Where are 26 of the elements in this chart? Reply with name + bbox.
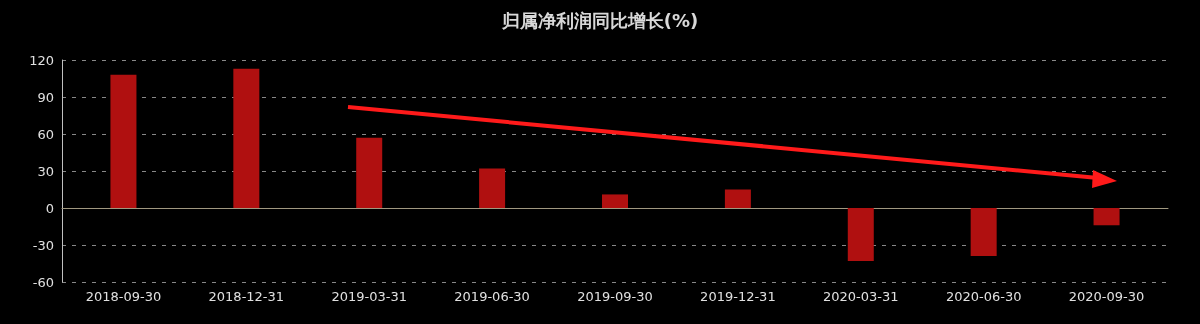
y-tick-label: -60 <box>32 274 54 290</box>
y-tick-label: 90 <box>37 89 54 105</box>
y-tick-label: 0 <box>45 200 54 216</box>
x-tick-label: 2018-12-31 <box>208 289 285 304</box>
bar <box>724 189 751 208</box>
y-tick-label: 60 <box>37 126 54 142</box>
bar <box>356 137 383 208</box>
x-tick-label: 2020-09-30 <box>1068 289 1145 304</box>
x-tick-label: 2019-09-30 <box>577 289 653 304</box>
x-tick-label: 2019-12-31 <box>700 289 776 304</box>
bar <box>1093 208 1120 226</box>
bar <box>602 194 628 208</box>
x-tick-label: 2020-03-31 <box>823 289 899 304</box>
bar <box>233 68 260 208</box>
bar <box>970 208 997 257</box>
bar <box>847 208 874 262</box>
bar <box>479 168 506 208</box>
x-tick-label: 2020-06-30 <box>945 289 1022 304</box>
y-tick-label: -30 <box>32 237 54 253</box>
y-tick-label: 120 <box>29 52 54 68</box>
bar <box>110 74 137 208</box>
x-tick-label: 2019-03-31 <box>331 289 407 304</box>
x-tick-label: 2018-09-30 <box>85 289 162 304</box>
y-tick-label: 30 <box>37 163 54 179</box>
x-tick-label: 2019-06-30 <box>454 289 530 304</box>
chart-title: 归属净利润同比增长(%) <box>500 9 699 31</box>
